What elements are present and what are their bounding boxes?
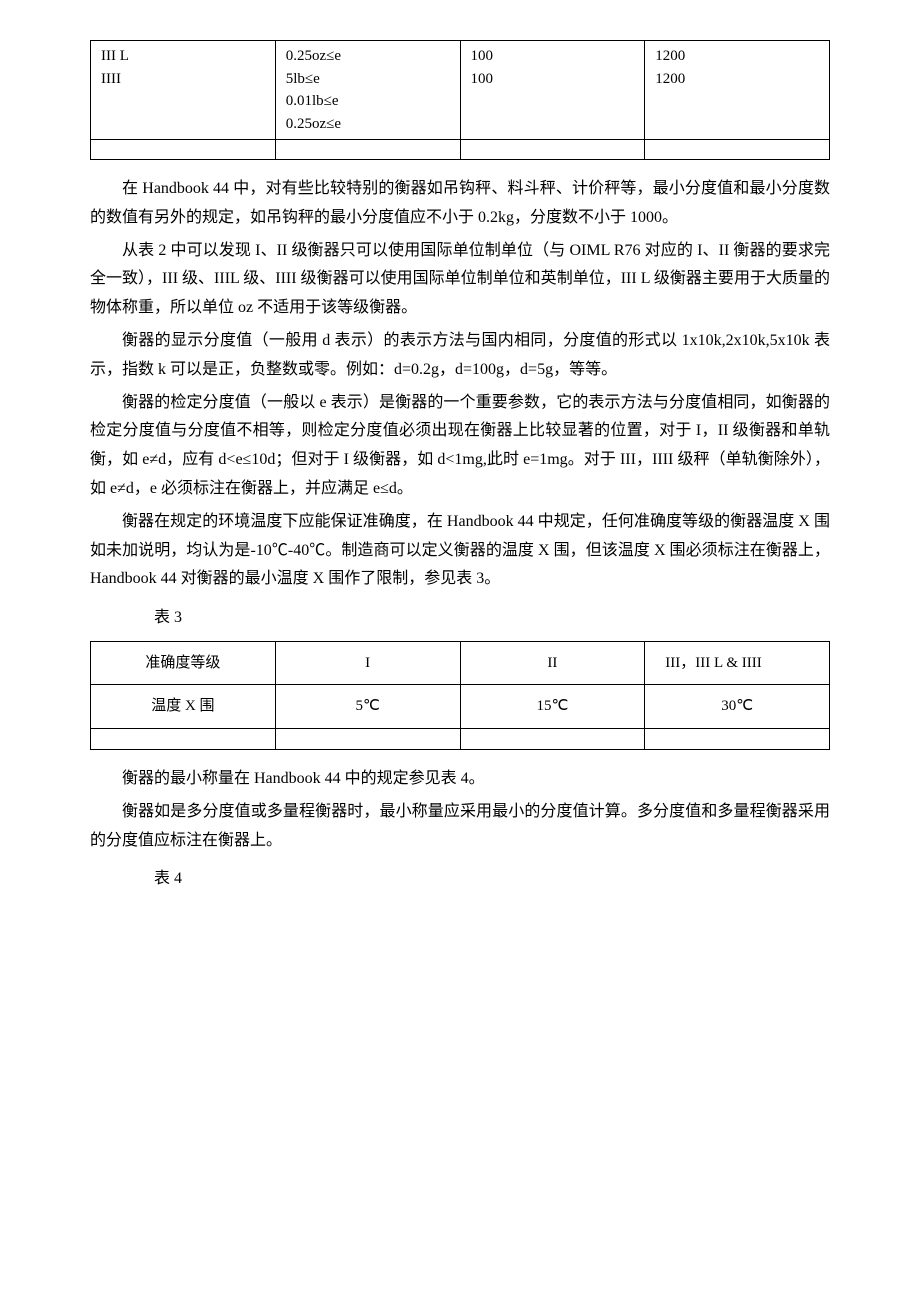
table-cell-empty bbox=[275, 140, 460, 160]
paragraph-2: 从表 2 中可以发现 I、II 级衡器只可以使用国际单位制单位（与 OIML R… bbox=[90, 237, 830, 323]
table-4-label: 表 4 bbox=[90, 865, 830, 894]
cell-text: III LIIII bbox=[101, 48, 129, 87]
table-row: III LIIII 0.25oz≤e5lb≤e0.01lb≤e0.25oz≤e … bbox=[91, 41, 830, 140]
paragraph-3: 衡器的显示分度值（一般用 d 表示）的表示方法与国内相同，分度值的形式以 1x1… bbox=[90, 327, 830, 385]
table-cell: 5℃ bbox=[275, 685, 460, 729]
paragraph-4: 衡器的检定分度值（一般以 e 表示）是衡器的一个重要参数，它的表示方法与分度值相… bbox=[90, 389, 830, 504]
table-cell: 15℃ bbox=[460, 685, 645, 729]
paragraph-1: 在 Handbook 44 中，对有些比较特别的衡器如吊钩秤、料斗秤、计价秤等，… bbox=[90, 175, 830, 233]
table-cell-empty bbox=[460, 728, 645, 749]
cell-text: 温度 X 围 bbox=[151, 698, 214, 714]
table-cell: 30℃ bbox=[645, 685, 830, 729]
table-cell: 0.25oz≤e5lb≤e0.01lb≤e0.25oz≤e bbox=[275, 41, 460, 140]
table-row-empty bbox=[91, 728, 830, 749]
paragraph-6: 衡器的最小称量在 Handbook 44 中的规定参见表 4。 bbox=[90, 765, 830, 794]
cell-text: 30℃ bbox=[721, 698, 753, 714]
table-cell: 100100 bbox=[460, 41, 645, 140]
table-cell-empty bbox=[645, 140, 830, 160]
cell-text: 100100 bbox=[471, 48, 494, 87]
table-cell-empty bbox=[460, 140, 645, 160]
cell-text: 15℃ bbox=[536, 698, 568, 714]
table-1-partial: III LIIII 0.25oz≤e5lb≤e0.01lb≤e0.25oz≤e … bbox=[90, 40, 830, 160]
table-cell: 12001200 bbox=[645, 41, 830, 140]
cell-text: III，III L & IIII bbox=[665, 655, 761, 671]
table-row: 准确度等级 I II III，III L & IIII bbox=[91, 641, 830, 685]
table-header-cell: III，III L & IIII bbox=[645, 641, 830, 685]
cell-text: 准确度等级 bbox=[145, 655, 220, 671]
paragraph-7: 衡器如是多分度值或多量程衡器时，最小称量应采用最小的分度值计算。多分度值和多量程… bbox=[90, 798, 830, 856]
table-row: 温度 X 围 5℃ 15℃ 30℃ bbox=[91, 685, 830, 729]
cell-text: II bbox=[547, 655, 557, 671]
cell-text: 0.25oz≤e5lb≤e0.01lb≤e0.25oz≤e bbox=[286, 48, 341, 132]
table-header-cell: I bbox=[275, 641, 460, 685]
table-cell-empty bbox=[91, 140, 276, 160]
table-cell-empty bbox=[645, 728, 830, 749]
table-header-cell: 准确度等级 bbox=[91, 641, 276, 685]
table-cell-empty bbox=[275, 728, 460, 749]
cell-text: 5℃ bbox=[355, 698, 379, 714]
table-3: 准确度等级 I II III，III L & IIII 温度 X 围 5℃ 15… bbox=[90, 641, 830, 750]
paragraph-5: 衡器在规定的环境温度下应能保证准确度，在 Handbook 44 中规定，任何准… bbox=[90, 508, 830, 594]
table-cell: III LIIII bbox=[91, 41, 276, 140]
cell-text: I bbox=[365, 655, 370, 671]
table-row-empty bbox=[91, 140, 830, 160]
table-cell-empty bbox=[91, 728, 276, 749]
table-3-label: 表 3 bbox=[90, 604, 830, 633]
table-cell: 温度 X 围 bbox=[91, 685, 276, 729]
table-header-cell: II bbox=[460, 641, 645, 685]
cell-text: 12001200 bbox=[655, 48, 685, 87]
